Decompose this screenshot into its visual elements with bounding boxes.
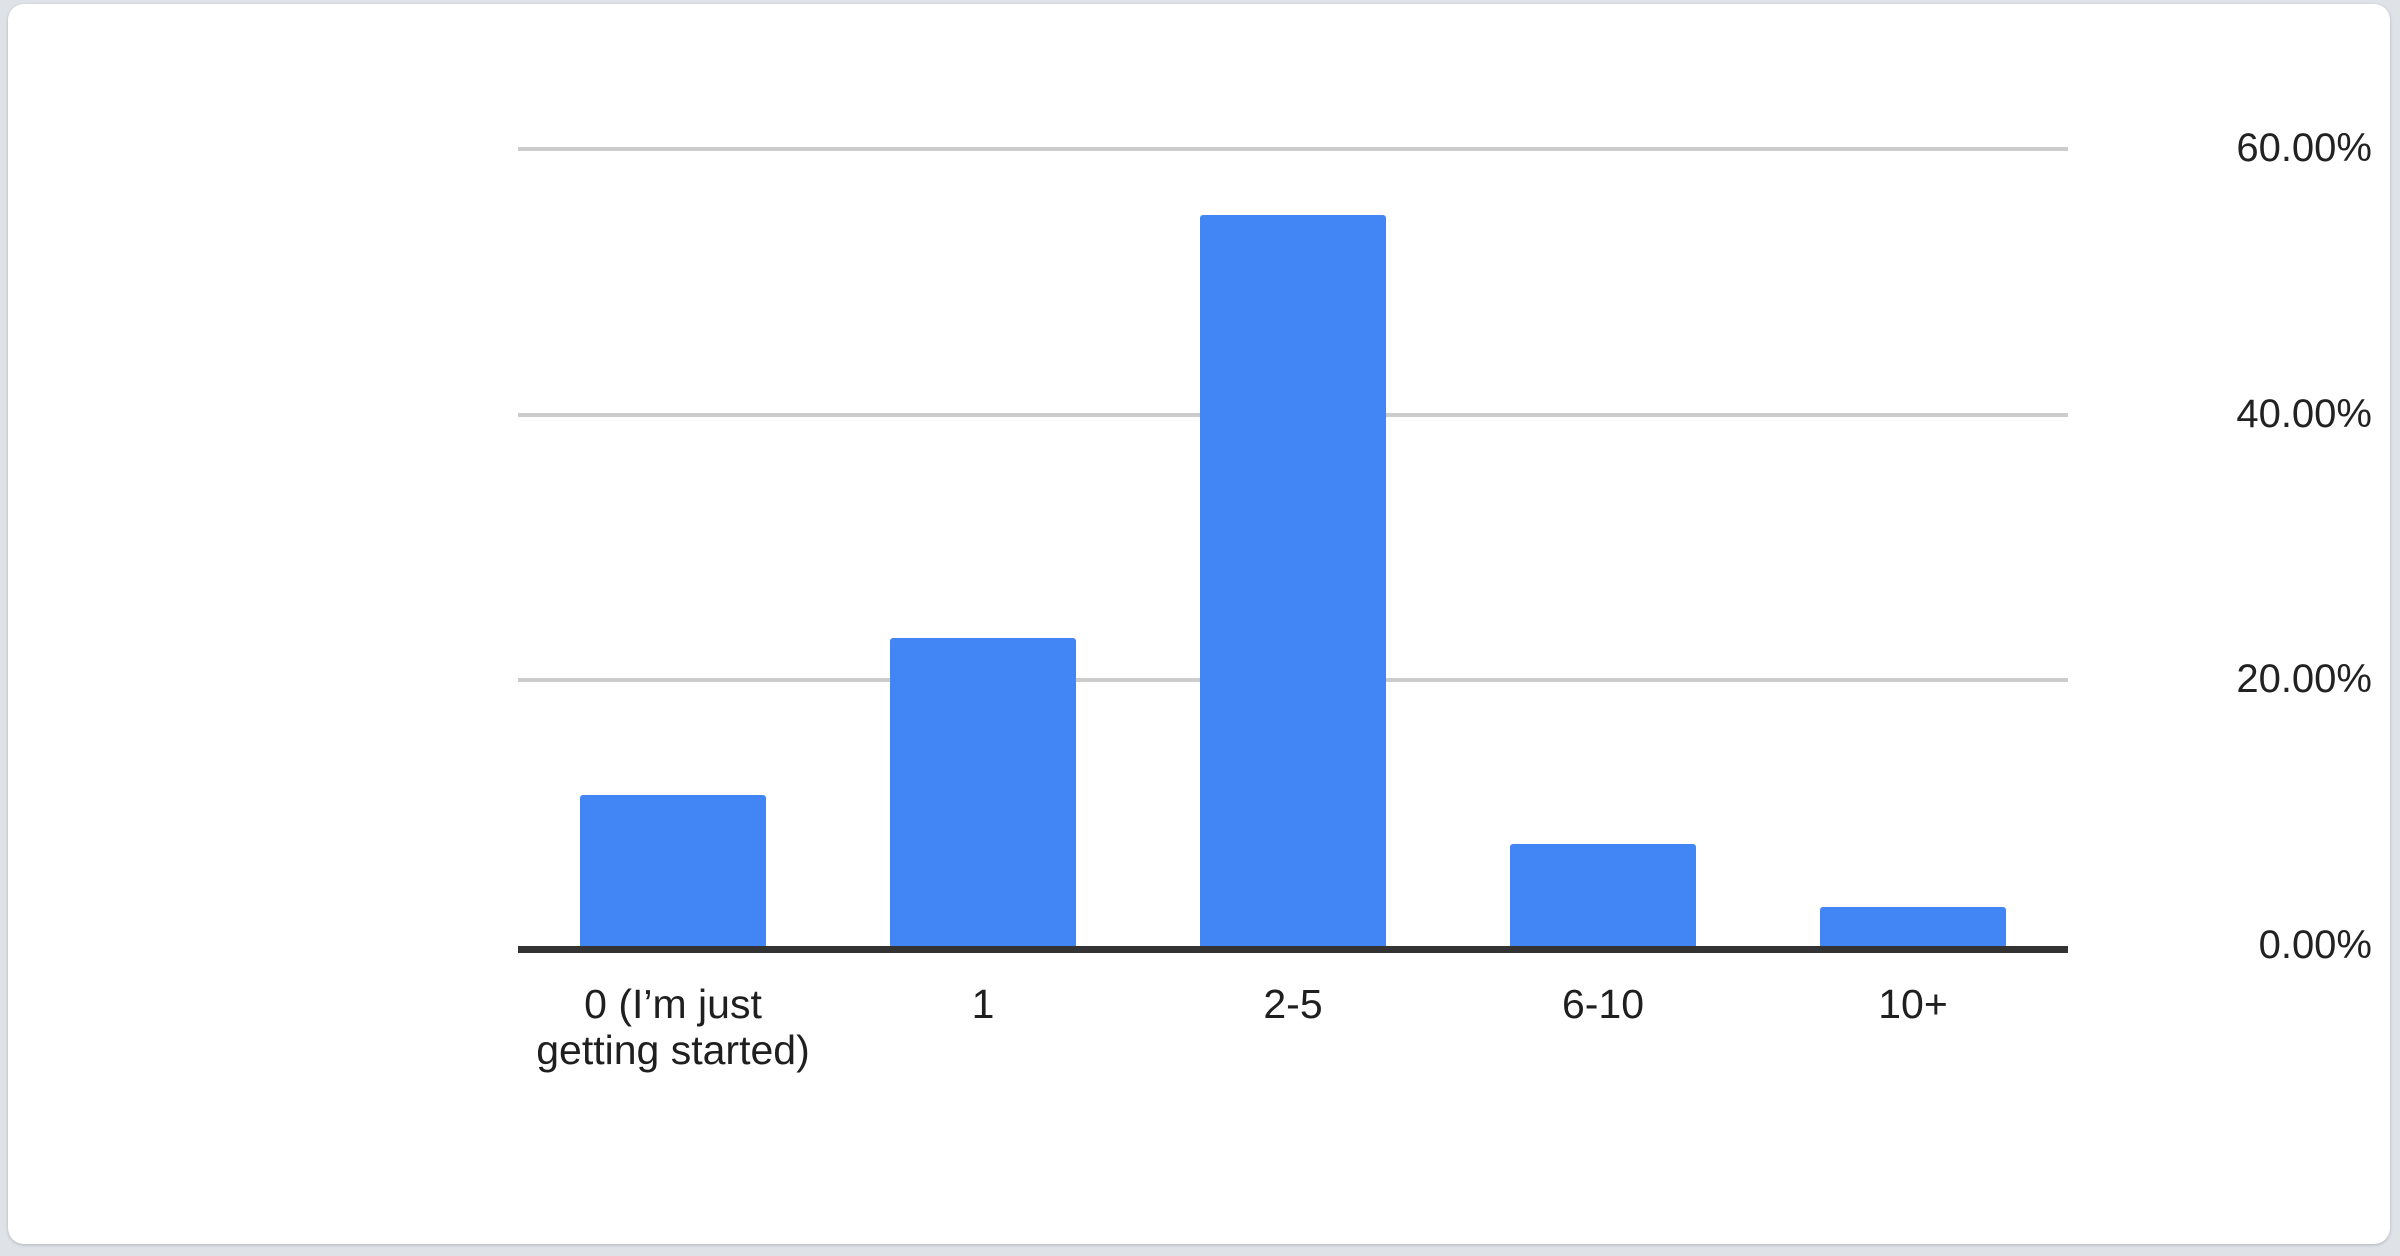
x-axis-category-label: 10+ — [1878, 981, 1948, 1027]
bar[interactable] — [1199, 215, 1387, 946]
bar[interactable] — [889, 637, 1077, 946]
bar[interactable] — [579, 794, 767, 946]
x-axis-category-label: 0 (I’m just getting started) — [536, 981, 810, 1073]
x-axis-line — [518, 946, 2068, 953]
gridline — [518, 147, 2068, 151]
bar[interactable] — [1819, 907, 2007, 946]
bar[interactable] — [1509, 843, 1697, 946]
x-axis-category-label: 1 — [971, 981, 995, 1027]
x-axis-category-label: 6-10 — [1561, 981, 1645, 1027]
chart-card: 0.00% 20.00% 40.00% 60.00% 0 (I’m just gett… — [8, 4, 2390, 1244]
y-axis-tick-label: 20.00% — [2236, 657, 2372, 702]
bar-chart-plot-area: 0.00% 20.00% 40.00% 60.00% 0 (I’m just gett… — [8, 4, 2390, 1244]
x-axis-category-label: 2-5 — [1263, 981, 1323, 1027]
y-axis-tick-label: 40.00% — [2236, 391, 2372, 436]
y-axis-tick-label: 60.00% — [2236, 126, 2372, 170]
y-axis-tick-label: 0.00% — [2258, 923, 2372, 967]
